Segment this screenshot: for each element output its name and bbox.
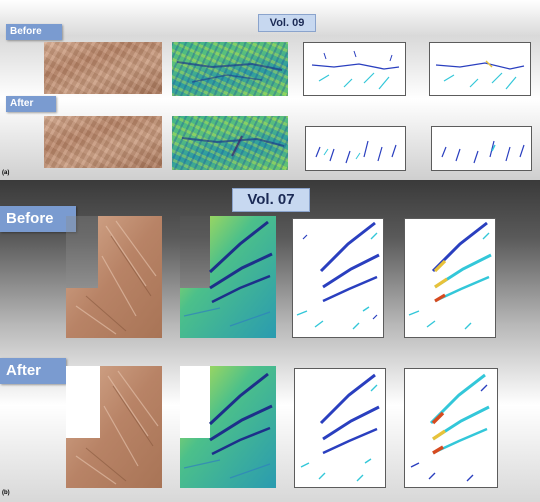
crack-map-after-a — [305, 126, 406, 171]
surface-photo-after-a — [44, 116, 162, 168]
crack-lines-after-b — [300, 373, 380, 482]
curvature-overlay-after-a — [181, 135, 285, 157]
curvature-map-before-b — [180, 216, 276, 338]
crack-thickness-lines-after-a — [441, 140, 525, 164]
crack-lines-before-b — [296, 221, 380, 330]
surface-photo-after-b — [66, 366, 162, 488]
after-label-a: After — [6, 96, 56, 112]
crack-thickness-lines-before-b — [408, 221, 492, 330]
crack-lines-before-a — [311, 50, 400, 90]
curvature-map-after-a — [172, 116, 288, 170]
panel-b-id: (b) — [2, 490, 10, 496]
panel-a-id: (a) — [2, 170, 10, 176]
crack-thickness-lines-before-a — [435, 60, 525, 90]
surface-photo-shape-after-b — [66, 366, 162, 488]
before-label-b: Before — [0, 206, 76, 232]
volume-label-a: Vol. 09 — [258, 14, 316, 32]
surface-photo-before-b — [66, 216, 162, 338]
crack-thickness-lines-after-b — [410, 373, 490, 482]
curvature-map-after-b — [180, 366, 276, 488]
crack-map-after-b — [294, 368, 386, 488]
curvature-shape-before-b — [180, 216, 276, 338]
before-label-a: Before — [6, 24, 62, 40]
crack-map-before-b — [292, 218, 384, 338]
panel-a: Vol. 09 Before After — [0, 0, 540, 180]
panel-b: Vol. 07 Before After — [0, 180, 540, 502]
curvature-shape-after-b — [180, 366, 276, 488]
volume-label-b: Vol. 07 — [232, 188, 310, 212]
crack-lines-after-a — [315, 140, 397, 164]
curvature-map-before-a — [172, 42, 288, 96]
surface-photo-shape-before-b — [66, 216, 162, 338]
crack-thickness-before-b — [404, 218, 496, 338]
crack-thickness-after-a — [431, 126, 532, 171]
crack-thickness-after-b — [404, 368, 498, 488]
curvature-overlay-before-a — [176, 61, 283, 83]
crack-thickness-before-a — [429, 42, 531, 96]
surface-photo-before-a — [44, 42, 162, 94]
after-label-b: After — [0, 358, 66, 384]
crack-map-before-a — [303, 42, 406, 96]
